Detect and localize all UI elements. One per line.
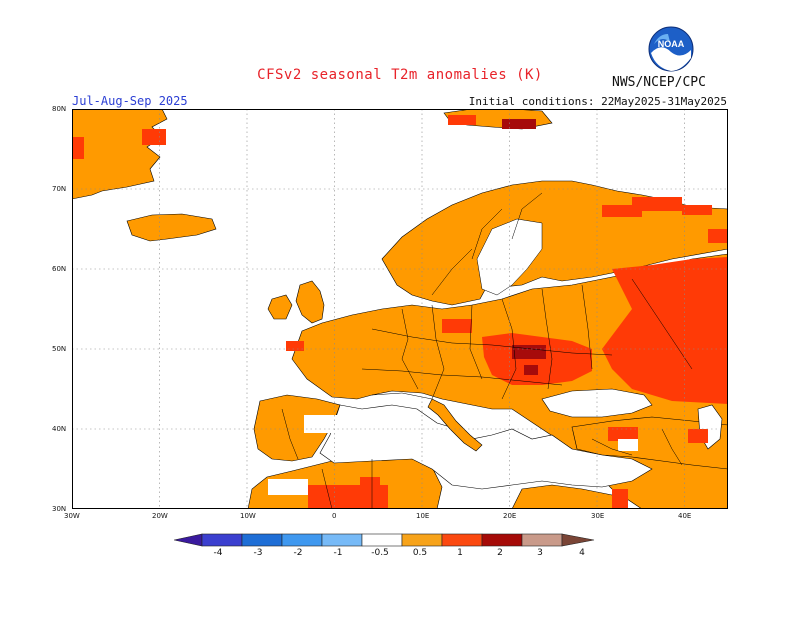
lon-label-10w: 10W xyxy=(240,512,256,520)
agency-label: NWS/NCEP/CPC xyxy=(612,75,706,90)
lat-label-60n: 60N xyxy=(52,265,67,273)
greenland-anomaly-region xyxy=(72,109,168,200)
map-frame xyxy=(72,109,728,509)
italy-anomaly-region xyxy=(427,398,483,452)
colorbar-label: -0.5 xyxy=(371,548,389,558)
colorbar-label: 1 xyxy=(457,548,463,558)
colorbar xyxy=(174,533,595,547)
map-title: CFSv2 seasonal T2m anomalies (K) xyxy=(257,67,543,83)
colorbar-label: 2 xyxy=(497,548,503,558)
lat-label-70n: 70N xyxy=(52,185,67,193)
colorbar-label: 0.5 xyxy=(412,548,428,558)
lon-label-40e: 40E xyxy=(678,512,692,520)
lon-label-0: 0 xyxy=(332,512,337,520)
noaa-logo-icon: NOAA xyxy=(648,26,694,72)
iberia-anomaly-region xyxy=(253,394,341,462)
map-gridlines xyxy=(72,109,728,509)
svg-text:NOAA: NOAA xyxy=(658,39,685,49)
colorbar-label: -1 xyxy=(333,548,343,558)
colorbar-label: -3 xyxy=(253,548,263,558)
svalbard-anomaly-region xyxy=(443,109,553,130)
lat-label-50n: 50N xyxy=(52,345,67,353)
iceland-anomaly-region xyxy=(126,213,217,242)
british-isles-anomaly-region xyxy=(267,280,325,324)
initial-conditions-label: Initial conditions: 22May2025-31May2025 xyxy=(468,95,727,108)
lat-label-30n: 30N xyxy=(52,505,67,513)
lon-label-30w: 30W xyxy=(64,512,80,520)
near-normal-patches xyxy=(268,415,638,495)
lon-label-30e: 30E xyxy=(591,512,605,520)
anomaly-map xyxy=(72,109,728,509)
colorbar-label: -2 xyxy=(293,548,303,558)
lon-label-10e: 10E xyxy=(416,512,430,520)
season-label: Jul-Aug-Sep 2025 xyxy=(72,94,188,108)
strong-warm-anomaly-patches xyxy=(286,197,728,509)
lat-label-80n: 80N xyxy=(52,105,67,113)
colorbar-label: -4 xyxy=(213,548,223,558)
lon-label-20e: 20E xyxy=(503,512,517,520)
lat-label-40n: 40N xyxy=(52,425,67,433)
colorbar-label: 3 xyxy=(537,548,543,558)
lon-label-20w: 20W xyxy=(152,512,168,520)
colorbar-label: 4 xyxy=(579,548,585,558)
